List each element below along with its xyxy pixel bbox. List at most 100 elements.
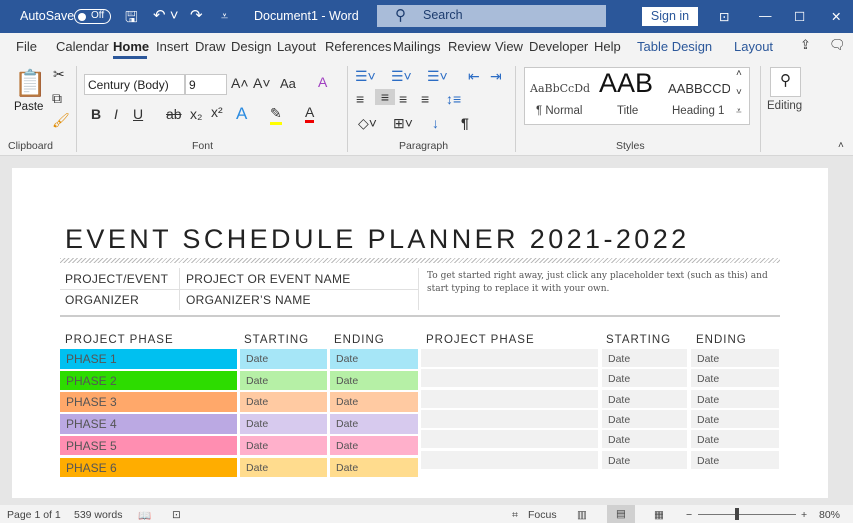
autosave-toggle[interactable]: Off <box>74 9 111 24</box>
font-size-select[interactable]: 9 <box>185 74 227 95</box>
editing-button[interactable]: Editing <box>767 100 803 112</box>
ribbon-display-icon[interactable]: ⊡ <box>719 10 730 24</box>
justify-icon[interactable]: ≡ <box>421 91 430 107</box>
tab-home[interactable]: Home <box>113 39 150 59</box>
find-icon[interactable]: ⚲ <box>770 67 801 97</box>
tab-table-design[interactable]: Table Design <box>637 39 713 54</box>
instructions-text[interactable]: To get started right away, just click an… <box>427 271 768 294</box>
bold-icon[interactable]: B <box>91 106 102 122</box>
phase-start-date-2[interactable]: Date <box>602 409 687 428</box>
proofing-icon[interactable]: 📖 <box>138 510 152 522</box>
line-spacing-icon[interactable]: ↕≡ <box>446 91 462 107</box>
organizer-value[interactable]: ORGANIZER’S NAME <box>186 293 311 307</box>
phase-name-cell-2[interactable] <box>421 389 598 408</box>
phase-start-date-2[interactable]: Date <box>602 349 687 367</box>
font-color-icon[interactable]: A <box>305 104 315 123</box>
print-layout-icon[interactable]: ▤ <box>607 505 635 523</box>
phase-end-date-2[interactable]: Date <box>691 389 779 408</box>
bullets-icon[interactable]: ☰˅ <box>355 68 376 84</box>
numbering-icon[interactable]: ☰˅ <box>391 68 412 84</box>
paste-icon[interactable]: 📋 <box>14 68 47 98</box>
search-box[interactable]: ⚲ Search <box>377 5 606 27</box>
increase-indent-icon[interactable]: ⇥ <box>490 68 502 84</box>
phase-end-date-2[interactable]: Date <box>691 409 779 428</box>
font-name-select[interactable]: Century (Body) <box>84 74 185 95</box>
close-icon[interactable]: ✕ <box>831 10 842 24</box>
phase-name-cell-2[interactable] <box>421 369 598 388</box>
customize-qat-icon[interactable]: ⩡ <box>221 9 229 23</box>
page-count[interactable]: Page 1 of 1 <box>7 509 61 521</box>
word-count[interactable]: 539 words <box>74 509 123 521</box>
sort-icon[interactable]: ↓ <box>432 115 439 131</box>
phase-start-date-2[interactable]: Date <box>602 389 687 408</box>
zoom-slider[interactable] <box>698 514 796 515</box>
phase-start-date-2[interactable]: Date <box>602 450 687 469</box>
maximize-icon[interactable]: ☐ <box>794 10 806 24</box>
read-mode-icon[interactable]: ▥ <box>577 509 587 521</box>
shading-icon[interactable]: ◇˅ <box>358 115 377 131</box>
tab-layout[interactable]: Layout <box>277 39 317 54</box>
zoom-out-icon[interactable]: − <box>686 509 693 521</box>
phase-end-date[interactable]: Date <box>330 457 418 477</box>
phase-start-date[interactable]: Date <box>240 392 327 412</box>
italic-icon[interactable]: I <box>114 106 118 122</box>
tab-table-layout[interactable]: Layout <box>734 39 774 54</box>
redo-icon[interactable]: ↷ <box>190 7 203 24</box>
zoom-slider-thumb[interactable] <box>735 508 739 520</box>
style-title[interactable]: Title <box>617 105 639 117</box>
web-layout-icon[interactable]: ▦ <box>654 509 664 521</box>
phase-start-date[interactable]: Date <box>240 457 327 477</box>
phase-name-cell[interactable]: PHASE 5 <box>60 435 237 456</box>
styles-scroll-up-icon[interactable]: ˄ <box>736 68 742 79</box>
phase-name-cell[interactable]: PHASE 6 <box>60 457 237 477</box>
tab-design[interactable]: Design <box>231 39 272 54</box>
minimize-icon[interactable]: — <box>759 9 772 23</box>
paste-button[interactable]: Paste <box>14 101 44 113</box>
zoom-level[interactable]: 80% <box>819 509 841 521</box>
phase-end-date-2[interactable]: Date <box>691 369 779 388</box>
style-normal-preview[interactable]: AaBbCcDd <box>530 82 591 95</box>
copy-icon[interactable]: ⧉ <box>52 90 62 106</box>
styles-more-icon[interactable]: ⩡ <box>736 106 742 117</box>
style-normal[interactable]: ¶ Normal <box>536 105 583 117</box>
borders-icon[interactable]: ⊞˅ <box>393 115 413 131</box>
tab-mailings[interactable]: Mailings <box>393 39 441 54</box>
zoom-in-icon[interactable]: + <box>801 509 808 521</box>
underline-icon[interactable]: U <box>133 106 144 122</box>
phase-start-date[interactable]: Date <box>240 370 327 391</box>
phase-name-cell-2[interactable] <box>421 409 598 428</box>
tab-calendar[interactable]: Calendar <box>56 39 109 54</box>
format-painter-icon[interactable]: 🖌 <box>52 112 70 128</box>
align-center-icon[interactable]: ≡ <box>375 89 395 105</box>
tab-view[interactable]: View <box>495 39 523 54</box>
phase-end-date-2[interactable]: Date <box>691 349 779 367</box>
style-heading1-preview[interactable]: AABBCCD <box>668 81 730 96</box>
align-left-icon[interactable]: ≡ <box>356 91 365 107</box>
cut-icon[interactable]: ✂ <box>53 66 65 82</box>
document-title-heading[interactable]: EVENT SCHEDULE PLANNER 2021-2022 <box>65 224 690 254</box>
style-heading1[interactable]: Heading 1 <box>672 105 725 117</box>
phase-name-cell[interactable]: PHASE 3 <box>60 392 237 412</box>
tab-references[interactable]: References <box>325 39 392 54</box>
tab-file[interactable]: File <box>16 39 37 54</box>
styles-scroll-down-icon[interactable]: ˅ <box>736 87 742 98</box>
share-icon[interactable]: ⇪ <box>800 37 811 52</box>
tab-insert[interactable]: Insert <box>156 39 189 54</box>
tab-developer[interactable]: Developer <box>529 39 589 54</box>
phase-end-date[interactable]: Date <box>330 435 418 456</box>
phase-start-date-2[interactable]: Date <box>602 430 687 449</box>
highlight-icon[interactable]: ✎ <box>270 105 282 125</box>
comments-icon[interactable]: 🗨 <box>829 37 846 52</box>
phase-end-date[interactable]: Date <box>330 392 418 412</box>
phase-end-date-2[interactable]: Date <box>691 450 779 469</box>
collapse-ribbon-icon[interactable]: ˄ <box>838 140 844 151</box>
phase-end-date[interactable]: Date <box>330 370 418 391</box>
decrease-indent-icon[interactable]: ⇤ <box>468 68 480 84</box>
phase-name-cell-2[interactable] <box>421 430 598 449</box>
style-title-preview[interactable]: AAB <box>599 68 654 98</box>
text-effects-icon[interactable]: A <box>236 104 248 123</box>
project-event-value[interactable]: PROJECT OR EVENT NAME <box>186 272 351 286</box>
shrink-font-icon[interactable]: A˅ <box>253 75 271 91</box>
phase-start-date[interactable]: Date <box>240 414 327 434</box>
superscript-icon[interactable]: x² <box>211 104 223 120</box>
